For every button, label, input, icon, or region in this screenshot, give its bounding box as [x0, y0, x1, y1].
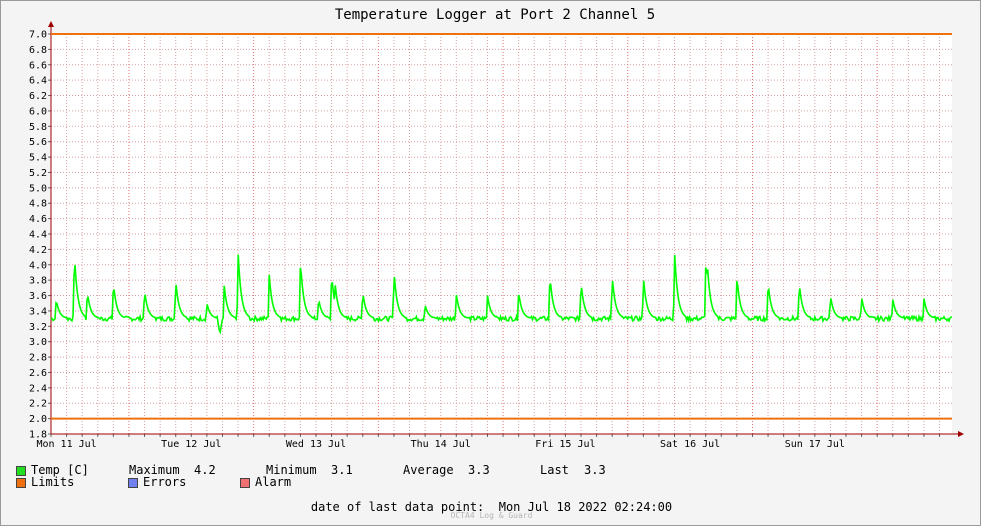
y-tick-label: 2.8: [29, 353, 47, 364]
average-value: 3.3: [468, 463, 490, 477]
last-label: Last: [540, 463, 569, 477]
alarm-legend-label: Alarm: [255, 475, 292, 489]
temp-legend-swatch: [16, 466, 26, 476]
x-tick-label: Tue 12 Jul: [161, 439, 221, 450]
y-tick-label: 6.4: [29, 76, 47, 87]
errors-legend-swatch: [128, 478, 138, 488]
average-label: Average: [403, 463, 454, 477]
y-tick-label: 2.6: [29, 368, 47, 379]
last-data-point-label: date of last data point:: [310, 500, 485, 514]
y-tick-label: 4.4: [29, 230, 47, 241]
maximum-value: 4.2: [194, 463, 216, 477]
y-tick-label: 4.8: [29, 199, 47, 210]
errors-legend-label: Errors: [143, 475, 187, 489]
y-tick-label: 6.2: [29, 91, 47, 102]
temp-legend-label: Temp [C]: [31, 463, 89, 477]
y-tick-label: 3.2: [29, 322, 47, 333]
y-axis-arrow: [48, 21, 54, 27]
y-tick-label: 7.0: [29, 30, 47, 41]
y-tick-label: 1.8: [29, 430, 47, 441]
y-tick-label: 6.6: [29, 60, 47, 71]
y-tick-label: 3.8: [29, 276, 47, 287]
minimum-value: 3.1: [331, 463, 353, 477]
x-tick-label: Mon 11 Jul: [36, 439, 96, 450]
temp-series-line: [50, 254, 953, 335]
alarm-legend-swatch: [240, 478, 250, 488]
y-tick-label: 5.2: [29, 168, 47, 179]
y-tick-label: 2.4: [29, 383, 47, 394]
chart-title: Temperature Logger at Port 2 Channel 5: [335, 7, 655, 23]
y-tick-label: 2.2: [29, 399, 47, 410]
limits-legend-swatch: [16, 478, 26, 488]
watermark: OCTA4 Log & Guard: [450, 511, 533, 520]
y-tick-label: 5.8: [29, 122, 47, 133]
y-tick-label: 4.2: [29, 245, 47, 256]
y-tick-label: 4.0: [29, 260, 47, 271]
y-tick-label: 5.4: [29, 153, 47, 164]
y-tick-label: 3.4: [29, 306, 47, 317]
limits-legend-label: Limits: [31, 475, 75, 489]
y-tick-label: 3.0: [29, 337, 47, 348]
y-tick-label: 2.0: [29, 414, 47, 425]
y-tick-label: 5.6: [29, 137, 47, 148]
x-axis-arrow: [958, 431, 964, 437]
last-value: 3.3: [584, 463, 606, 477]
minimum-label: Minimum: [266, 463, 317, 477]
x-tick-label: Sat 16 Jul: [660, 439, 720, 450]
x-tick-label: Sun 17 Jul: [785, 439, 845, 450]
y-tick-label: 3.6: [29, 291, 47, 302]
x-tick-label: Fri 15 Jul: [535, 439, 595, 450]
x-tick-label: Wed 13 Jul: [286, 439, 346, 450]
y-tick-label: 5.0: [29, 183, 47, 194]
y-tick-label: 6.0: [29, 106, 47, 117]
maximum-label: Maximum: [129, 463, 180, 477]
x-tick-label: Thu 14 Jul: [411, 439, 471, 450]
y-tick-label: 4.6: [29, 214, 47, 225]
last-data-point: date of last data point: Mon Jul 18 2022…: [1, 500, 981, 514]
last-data-point-value: Mon Jul 18 2022 02:24:00: [498, 500, 673, 514]
y-tick-label: 6.8: [29, 45, 47, 56]
